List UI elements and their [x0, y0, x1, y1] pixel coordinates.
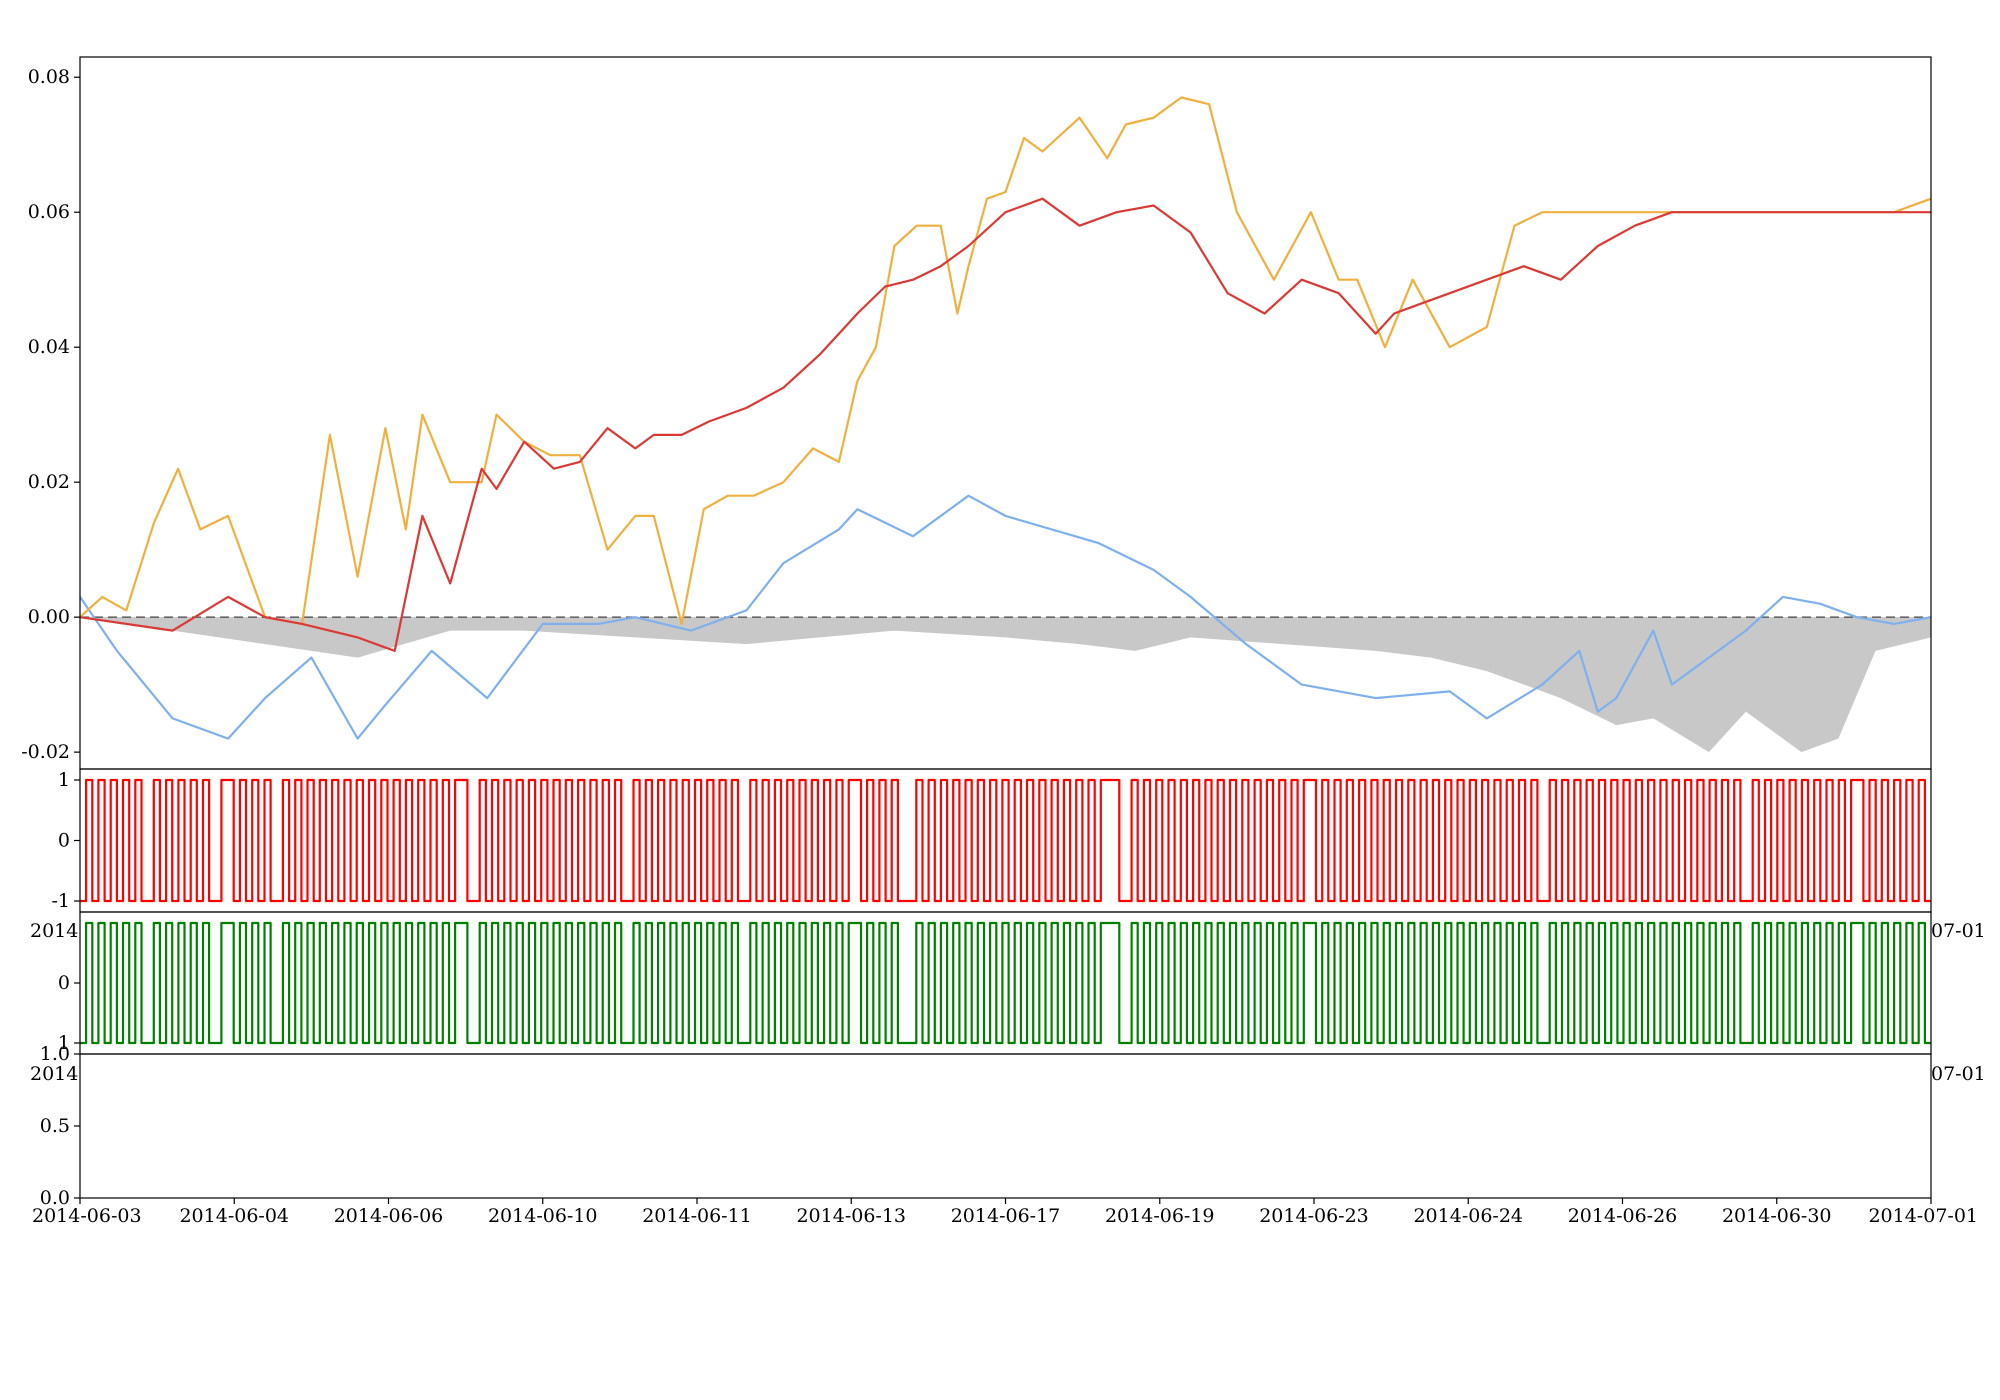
- x-tick-label: 2014-06-19: [1105, 1205, 1215, 1227]
- y-tick-label: 0.08: [28, 66, 70, 88]
- date-x-axis: 2014-06-03 2014-06-04 2014-06-06 2014-06-10…: [32, 1198, 1978, 1227]
- x-tick-label: 2014-06-11: [642, 1205, 752, 1227]
- y-tick-label: 1: [58, 1032, 70, 1054]
- series-line-red: [79, 197, 1931, 653]
- x-tick-label: 2014-06-04: [179, 1205, 289, 1227]
- y-tick-label: -0.02: [21, 741, 70, 763]
- y-tick-label: 0.04: [28, 336, 70, 358]
- signal-green-y-axis: 011.0: [40, 972, 80, 1065]
- y-tick-label: 0: [58, 972, 70, 994]
- series-lines-layer: [79, 96, 1932, 740]
- signal-green-x-tick-label-right: 07-01: [1931, 1063, 1986, 1085]
- y-tick-label: 1: [58, 769, 70, 791]
- series-line-blue: [79, 494, 1932, 740]
- y-tick-label: 0.02: [28, 471, 70, 493]
- signal-red-x-tick-label-left: 2014: [30, 920, 78, 942]
- returns-panel: 0.08 0.06 0.04 0.02 0.00 -0.02: [21, 56, 1932, 770]
- series-line-orange: [79, 96, 1932, 626]
- drawdown-area: [80, 617, 1931, 753]
- x-tick-label: 2014-06-30: [1722, 1205, 1832, 1227]
- x-tick-label: 2014-06-23: [1259, 1205, 1369, 1227]
- y-tick-label: 1.0: [40, 1043, 70, 1065]
- y-tick-label: 0.06: [28, 201, 70, 223]
- empty-panel-frame: [79, 1053, 1932, 1199]
- empty-panel-y-axis: 0.5 0.0: [40, 1115, 80, 1209]
- signal-panel-green: 011.0 2014 07-01: [30, 911, 1986, 1085]
- x-tick-label: 2014-06-17: [951, 1205, 1061, 1227]
- signal-red-x-tick-label-right: 07-01: [1931, 920, 1986, 942]
- x-tick-label: 2014-06-10: [488, 1205, 598, 1227]
- x-tick-label: 2014-07-01: [1868, 1205, 1978, 1227]
- x-tick-label: 2014-06-06: [334, 1205, 444, 1227]
- y-tick-label: -1: [51, 890, 70, 912]
- drawdown-area-layer: [80, 617, 1931, 753]
- x-tick-label: 2014-06-03: [32, 1205, 142, 1227]
- y-tick-label: 0: [58, 830, 70, 852]
- signal-green-x-tick-label-left: 2014: [30, 1063, 78, 1085]
- signal-red-y-axis: 1 0 -1: [51, 769, 80, 912]
- signal-line-red: [80, 778, 1931, 903]
- signal-line-layer-green: [80, 921, 1931, 1045]
- signal-panel-red: 1 0 -1 2014 07-01: [30, 768, 1986, 942]
- empty-panel: 0.50.0 2014-06-03 2014-06-04 2014-06-06 201…: [32, 1053, 1978, 1227]
- y-tick-label: 0.5: [40, 1115, 70, 1137]
- x-tick-label: 2014-06-26: [1568, 1205, 1678, 1227]
- x-tick-label: 2014-06-13: [796, 1205, 906, 1227]
- signal-line-green: [80, 921, 1931, 1045]
- returns-y-axis: 0.08 0.06 0.04 0.02 0.00 -0.02: [21, 66, 80, 763]
- y-tick-label: 0.00: [28, 606, 70, 628]
- y-tick-label: 0.0: [40, 1187, 70, 1209]
- signal-line-layer-red: [80, 778, 1931, 903]
- x-tick-label: 2014-06-24: [1413, 1205, 1523, 1227]
